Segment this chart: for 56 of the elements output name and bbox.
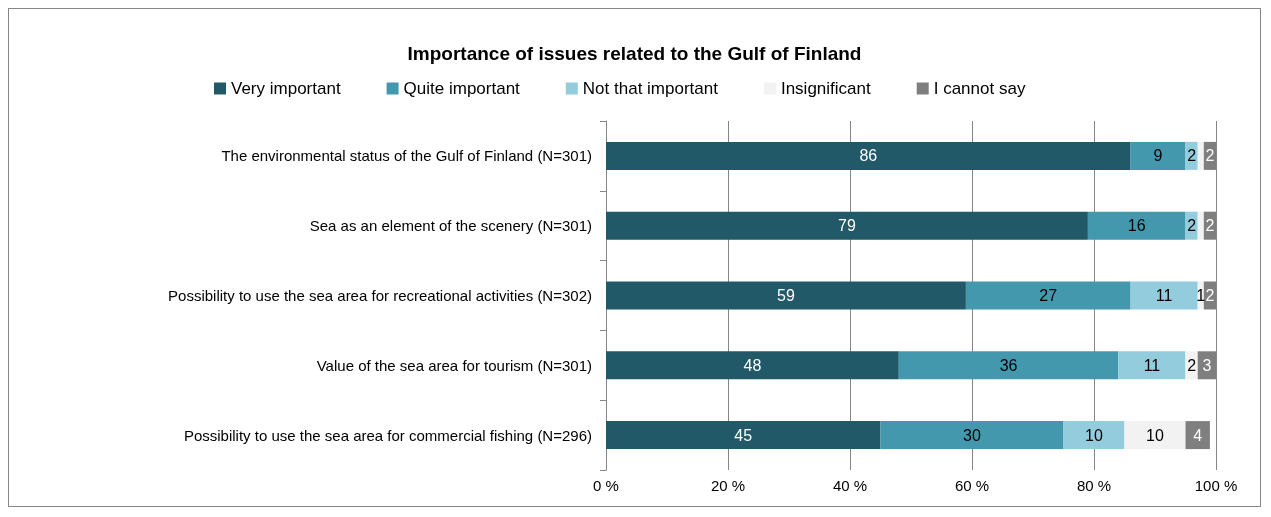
x-tick-label: 0 % <box>593 477 619 494</box>
bar <box>1130 281 1198 310</box>
y-tick-label: Sea as an element of the scenery (N=301) <box>309 217 592 235</box>
data-label: 2 <box>1187 217 1197 235</box>
legend-label: I cannot say <box>933 79 1026 98</box>
bar <box>1197 141 1204 170</box>
data-label: 9 <box>1153 147 1163 165</box>
data-label: 2 <box>1205 287 1215 304</box>
data-label: 45 <box>734 426 753 444</box>
data-label: 4 <box>1193 426 1203 444</box>
data-label: 2 <box>1205 217 1215 235</box>
x-tick-label: 100 % <box>1194 477 1238 494</box>
legend-label: Quite important <box>403 79 521 98</box>
legend-label: Insignificant <box>780 79 871 98</box>
data-label: 10 <box>1146 426 1164 444</box>
bar <box>1124 421 1186 450</box>
data-label: 2 <box>1205 147 1215 165</box>
y-tick-label: The environmental status of the Gulf of Finland (N=301) <box>221 147 592 165</box>
x-tick-label: 60 % <box>954 477 990 494</box>
y-tick-label: Possibility to use the sea area for recreational activities (N=302) <box>168 287 592 304</box>
bar <box>606 281 966 310</box>
data-label: 27 <box>1039 287 1058 304</box>
bar <box>965 281 1131 310</box>
data-label: 1 <box>1196 287 1206 304</box>
bar <box>1063 421 1125 450</box>
legend-label: Very important <box>231 79 341 98</box>
bar <box>1197 211 1204 240</box>
chart-title: Importance of issues related to the Gulf of Finland <box>407 43 862 64</box>
bar <box>880 421 1064 450</box>
bar <box>606 421 881 450</box>
data-label: 10 <box>1085 426 1103 444</box>
bar <box>898 351 1119 380</box>
data-label: 59 <box>777 287 795 304</box>
data-label: 86 <box>859 147 878 165</box>
x-tick-label: 40 % <box>832 477 868 494</box>
data-label: 30 <box>963 426 981 444</box>
data-label: 2 <box>1187 356 1197 374</box>
bar <box>606 351 899 380</box>
x-tick-label: 80 % <box>1076 477 1112 494</box>
data-label: 11 <box>1143 356 1161 374</box>
x-tick-label: 20 % <box>710 477 746 494</box>
y-tick-label: Value of the sea area for tourism (N=301) <box>316 356 592 374</box>
data-label: 79 <box>838 217 856 235</box>
data-label: 3 <box>1202 356 1212 374</box>
data-label: 11 <box>1155 287 1173 304</box>
y-tick-label: Possibility to use the sea area for commercial fishing (N=296) <box>183 426 592 444</box>
bar <box>606 141 1131 170</box>
bar <box>606 211 1088 240</box>
data-label: 48 <box>743 356 762 374</box>
data-label: 2 <box>1187 147 1197 165</box>
data-label: 36 <box>999 356 1018 374</box>
data-label: 16 <box>1127 217 1146 235</box>
bar <box>1130 141 1186 170</box>
legend-label: Not that important <box>582 79 719 98</box>
bar <box>1118 351 1186 380</box>
bar <box>1087 211 1186 240</box>
